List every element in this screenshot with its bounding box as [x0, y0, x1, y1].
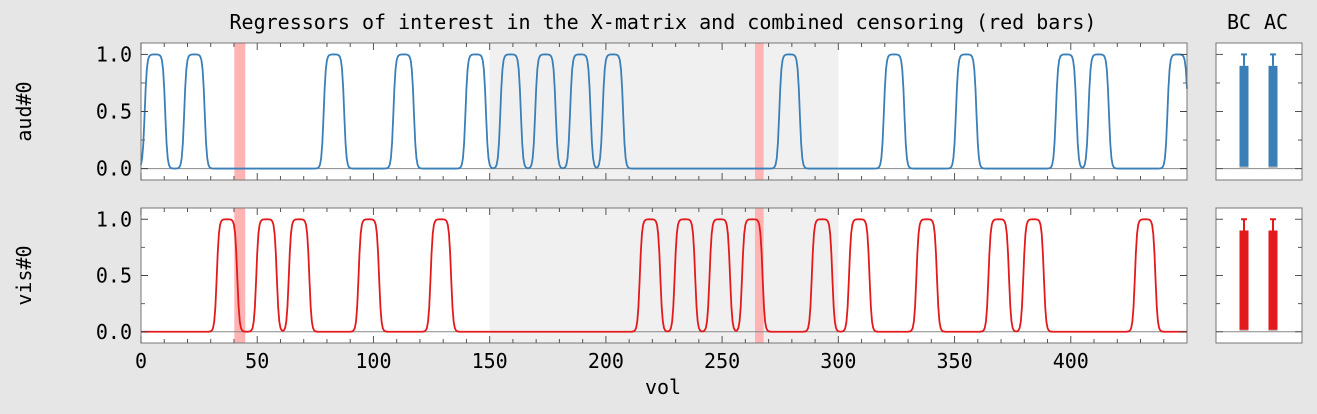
censor-bar: [754, 208, 764, 343]
censor-bar: [234, 43, 246, 180]
x-tick-label: 400: [1053, 349, 1089, 373]
stats-bar-base: [1268, 166, 1278, 169]
y-tick-label: 1.0: [96, 42, 132, 66]
stats-bar-bc: [1239, 65, 1249, 169]
stats-bar-bc: [1239, 230, 1249, 332]
x-axis-label: vol: [645, 375, 681, 399]
stats-panel: [1215, 42, 1303, 181]
stats-bar-base: [1239, 329, 1249, 332]
y-axis-label: vis#0: [12, 245, 36, 305]
panel-aud-0: 0.0 0.5 1.0 aud#0: [12, 42, 1303, 181]
x-tick-label: 300: [820, 349, 856, 373]
x-tick-label: 200: [588, 349, 624, 373]
censor-bar: [234, 208, 246, 343]
y-axis-label: aud#0: [12, 81, 36, 141]
x-tick-label: 50: [245, 349, 269, 373]
x-tick-label: 100: [355, 349, 391, 373]
chart-title: Regressors of interest in the X-matrix a…: [230, 10, 1097, 34]
stats-label-ac: AC: [1264, 10, 1288, 34]
censor-bar: [754, 43, 764, 180]
run-band: [489, 208, 839, 343]
x-tick-label: 150: [472, 349, 508, 373]
y-tick-label: 0.0: [96, 320, 132, 344]
x-tick-label: 250: [704, 349, 740, 373]
stats-bar-ac: [1268, 230, 1278, 332]
run-band: [489, 43, 839, 180]
stats-bar-base: [1239, 166, 1249, 169]
stats-label-bc: BC: [1227, 10, 1251, 34]
stats-bar-base: [1268, 329, 1278, 332]
stats-panel: [1215, 207, 1303, 344]
stats-bar-ac: [1268, 65, 1278, 169]
series-line-aud-0: [140, 53, 1188, 170]
panel-vis-0: 0.0 0.5 1.0 vis#0: [12, 207, 1303, 344]
y-tick-label: 0.5: [96, 100, 132, 124]
series-line-vis-0: [141, 218, 1187, 333]
y-tick-label: 1.0: [96, 207, 132, 231]
y-tick-label: 0.0: [96, 157, 132, 181]
x-tick-label: 0: [135, 349, 147, 373]
x-tick-label: 350: [936, 349, 972, 373]
y-tick-label: 0.5: [96, 264, 132, 288]
